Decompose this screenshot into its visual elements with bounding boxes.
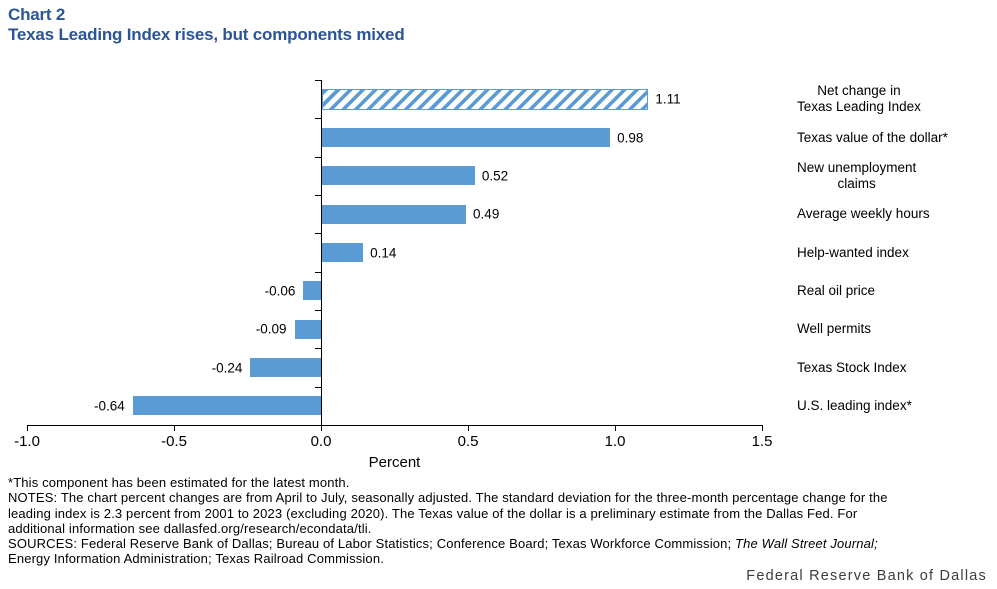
- bar-value-label: -0.06: [264, 283, 296, 299]
- category-tick: [315, 80, 321, 81]
- bar-chart: -1.0 -0.5 0.0 0.5 1.0 1.5 Percent 1.11 Net chang…: [14, 80, 948, 471]
- category-tick: [315, 118, 321, 120]
- bar-value-label: -0.09: [255, 321, 287, 337]
- category-tick: [315, 195, 321, 196]
- dallas-fed-wordmark: Federal Reserve Bank of Dallas: [746, 568, 987, 584]
- bar: [322, 88, 649, 110]
- notes-line-3: additional information see dallasfed.org…: [8, 520, 372, 536]
- sources-line-1: SOURCES: Federal Reserve Bank of Dallas;…: [8, 536, 888, 551]
- x-tick-label: -1.0: [14, 433, 40, 450]
- asterisk-footnote: *This component has been estimated for t…: [8, 475, 350, 490]
- bar-value-label: -0.24: [211, 360, 243, 375]
- sources-text: SOURCES: Federal Reserve Bank of Dallas;…: [8, 536, 736, 552]
- x-tick: [615, 425, 616, 431]
- category-tick: [315, 348, 321, 350]
- zero-axis-line: [321, 80, 323, 425]
- x-tick-label: 0.5: [457, 433, 479, 450]
- x-axis-line: [27, 425, 763, 427]
- x-tick-label: -0.5: [161, 433, 187, 450]
- category-tick: [315, 271, 321, 273]
- bar: [322, 166, 475, 186]
- bar-value-label: 0.52: [481, 168, 509, 184]
- notes-line-1: NOTES: The chart percent changes are fro…: [8, 490, 888, 506]
- bar: [322, 204, 467, 224]
- bar-value-label: 0.49: [473, 206, 500, 222]
- category-tick: [315, 156, 321, 158]
- category-label: U.S. leading index*: [797, 397, 912, 413]
- bar-value-label: 0.14: [370, 245, 397, 260]
- category-label: Texas value of the dollar*: [797, 129, 948, 145]
- x-tick-label: 1.5: [751, 433, 773, 450]
- sources-line-2: Energy Information Administration; Texas…: [8, 551, 384, 567]
- chart-title-block: Chart 2 Texas Leading Index rises, but c…: [8, 5, 405, 45]
- x-tick-label: 1.0: [604, 433, 626, 450]
- bar: [322, 128, 611, 147]
- category-label: New unemployment claims: [797, 159, 917, 191]
- chart-heading: Texas Leading Index rises, but component…: [8, 25, 405, 44]
- notes-line-2: leading index is 2.3 percent from 2001 t…: [8, 505, 858, 521]
- category-tick: [315, 310, 321, 311]
- x-tick-label: 0.0: [310, 433, 332, 450]
- bar-value-label: -0.64: [94, 398, 125, 414]
- bar: [250, 358, 321, 377]
- category-tick: [315, 233, 321, 235]
- x-tick: [468, 425, 469, 431]
- category-label: Well permits: [797, 321, 872, 337]
- footnotes: *This component has been estimated for t…: [8, 475, 888, 567]
- category-label: Help-wanted index: [797, 244, 909, 260]
- category-label: Real oil price: [797, 282, 876, 298]
- category-tick: [315, 386, 321, 388]
- bar-value-label: 0.98: [617, 130, 644, 145]
- bar-value-label: 1.11: [655, 91, 681, 107]
- category-label: Net change in Texas Leading Index: [797, 83, 921, 115]
- x-tick: [321, 425, 322, 431]
- category-tick: [315, 425, 321, 426]
- bar: [303, 281, 321, 301]
- chart-number: Chart 2: [8, 5, 66, 24]
- bar: [294, 319, 321, 339]
- x-axis-title: Percent: [368, 454, 421, 471]
- category-label: Average weekly hours: [797, 206, 930, 222]
- x-tick: [27, 425, 28, 431]
- bar: [322, 243, 364, 262]
- bar: [132, 396, 321, 416]
- x-tick: [174, 425, 175, 431]
- category-label: Texas Stock Index: [797, 359, 907, 375]
- x-tick: [762, 425, 763, 431]
- sources-journal-italic: The Wall Street Journal;: [735, 536, 878, 552]
